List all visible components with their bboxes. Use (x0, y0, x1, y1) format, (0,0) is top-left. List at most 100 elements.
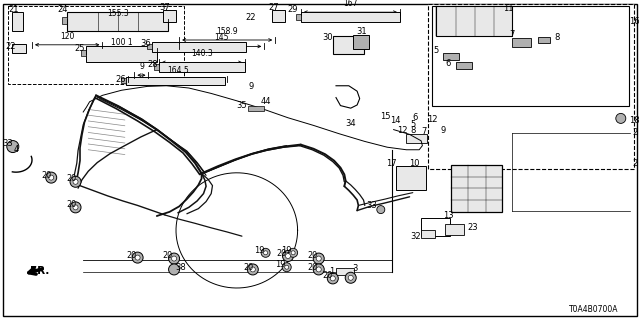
Text: 25: 25 (75, 44, 85, 53)
Text: 3: 3 (353, 264, 358, 273)
Circle shape (330, 276, 335, 281)
Bar (421, 230, 435, 238)
Text: 20: 20 (243, 263, 253, 272)
Text: 30: 30 (323, 33, 333, 42)
Bar (81, 50, 86, 56)
Bar (428, 4, 634, 169)
Text: 140.3: 140.3 (191, 49, 212, 58)
Text: 2: 2 (632, 159, 637, 168)
Bar (163, 10, 176, 22)
Text: 20: 20 (276, 249, 287, 258)
Circle shape (264, 251, 268, 255)
Bar (396, 166, 426, 190)
Bar (62, 17, 67, 24)
Bar (86, 46, 157, 62)
Bar (67, 12, 168, 31)
Text: 4: 4 (13, 145, 19, 154)
Text: 19: 19 (282, 246, 292, 255)
Bar (152, 42, 246, 52)
Text: 33: 33 (366, 201, 376, 210)
Text: 33: 33 (3, 139, 13, 148)
Circle shape (313, 264, 324, 275)
Bar (336, 268, 354, 275)
Text: 8: 8 (554, 33, 559, 42)
Bar (353, 35, 369, 49)
Bar (538, 37, 550, 43)
Text: 155.3: 155.3 (107, 9, 129, 18)
Circle shape (261, 248, 270, 257)
Text: 19: 19 (254, 246, 264, 255)
Text: 10: 10 (410, 159, 420, 168)
Text: 20: 20 (163, 252, 173, 260)
Circle shape (250, 267, 255, 272)
Text: 31: 31 (356, 27, 367, 36)
Bar (333, 36, 364, 54)
Text: 12: 12 (427, 116, 437, 124)
Text: 7: 7 (509, 30, 515, 39)
Circle shape (313, 253, 324, 264)
Text: 24: 24 (58, 5, 68, 14)
Circle shape (377, 206, 385, 214)
Circle shape (282, 251, 294, 261)
Bar (451, 165, 502, 212)
Circle shape (291, 251, 295, 255)
Circle shape (70, 176, 81, 187)
Bar (301, 12, 400, 22)
Text: 7: 7 (421, 127, 426, 136)
Text: 8: 8 (410, 126, 415, 135)
Text: 23: 23 (467, 223, 477, 232)
Text: 1: 1 (329, 267, 334, 276)
Text: 22: 22 (5, 42, 15, 51)
Text: 26: 26 (115, 76, 125, 84)
Text: 5: 5 (410, 120, 415, 129)
Text: 37: 37 (160, 3, 170, 12)
Text: 12: 12 (397, 126, 407, 135)
Bar (159, 62, 245, 72)
Text: 13: 13 (443, 211, 453, 220)
Text: 100 1: 100 1 (111, 37, 132, 46)
Circle shape (289, 248, 298, 257)
Bar (406, 134, 427, 143)
Circle shape (616, 113, 626, 124)
Circle shape (73, 179, 78, 184)
Circle shape (172, 256, 177, 261)
Text: 44: 44 (260, 97, 271, 106)
Text: 17: 17 (387, 159, 397, 168)
Text: 28: 28 (147, 60, 157, 69)
Bar (154, 64, 159, 70)
Text: 35: 35 (237, 101, 247, 110)
Text: 20: 20 (41, 171, 51, 180)
Text: 9: 9 (139, 62, 144, 71)
Bar (421, 218, 450, 236)
Circle shape (285, 253, 291, 259)
Text: 11: 11 (504, 4, 514, 13)
Circle shape (247, 264, 259, 275)
Bar (8, 6, 184, 84)
Text: 20: 20 (323, 271, 333, 280)
Text: 6: 6 (412, 113, 417, 122)
Text: 20: 20 (126, 252, 136, 260)
Bar (456, 62, 472, 69)
Circle shape (345, 272, 356, 283)
Bar (12, 12, 23, 31)
Circle shape (282, 263, 291, 272)
Text: 20: 20 (307, 252, 317, 260)
Text: 167: 167 (343, 0, 358, 8)
Text: 29: 29 (288, 5, 298, 14)
Circle shape (168, 264, 180, 275)
Text: 14: 14 (390, 116, 401, 125)
Text: FR.: FR. (30, 266, 49, 276)
Circle shape (132, 252, 143, 263)
Circle shape (348, 275, 353, 280)
Text: 6: 6 (445, 59, 451, 68)
Circle shape (316, 267, 321, 272)
Text: 18: 18 (630, 116, 640, 125)
Text: 120: 120 (60, 32, 74, 41)
Circle shape (7, 140, 19, 153)
Bar (248, 106, 264, 111)
Bar (272, 10, 285, 22)
Circle shape (327, 273, 339, 284)
Text: 22: 22 (246, 13, 256, 22)
Text: 16: 16 (630, 17, 640, 26)
Circle shape (168, 253, 180, 264)
